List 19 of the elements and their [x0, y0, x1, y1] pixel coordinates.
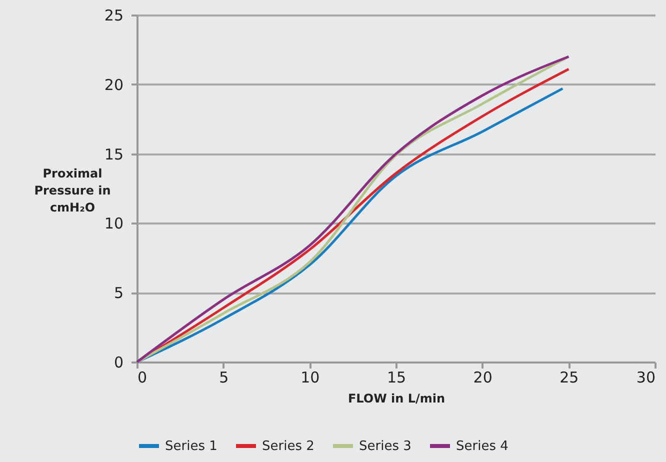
x-tick-label: 20: [473, 368, 492, 386]
y-tick-label: 10: [104, 214, 124, 233]
x-tick-label: 15: [386, 368, 406, 386]
legend-label: Series 3: [359, 439, 412, 454]
legend-label: Series 2: [262, 439, 314, 454]
y-tick-label: 20: [104, 76, 124, 94]
x-tick-label: 5: [219, 368, 229, 386]
x-tick-label: 10: [300, 368, 320, 386]
x-axis-title: FLOW in L/min: [348, 392, 446, 406]
x-tick-label: 25: [560, 368, 579, 386]
x-tick-label: 30: [636, 368, 656, 386]
legend-label: Series 1: [165, 439, 218, 454]
y-tick-label: 25: [104, 6, 124, 24]
y-axis-title: Proximal Pressure in cmH₂O: [34, 166, 111, 214]
y-tick-label: 15: [104, 145, 124, 164]
y-tick-label: 0: [114, 354, 124, 372]
legend-label: Series 4: [456, 439, 508, 454]
x-tick-label: 0: [138, 368, 148, 386]
y-tick-label: 5: [114, 284, 124, 302]
